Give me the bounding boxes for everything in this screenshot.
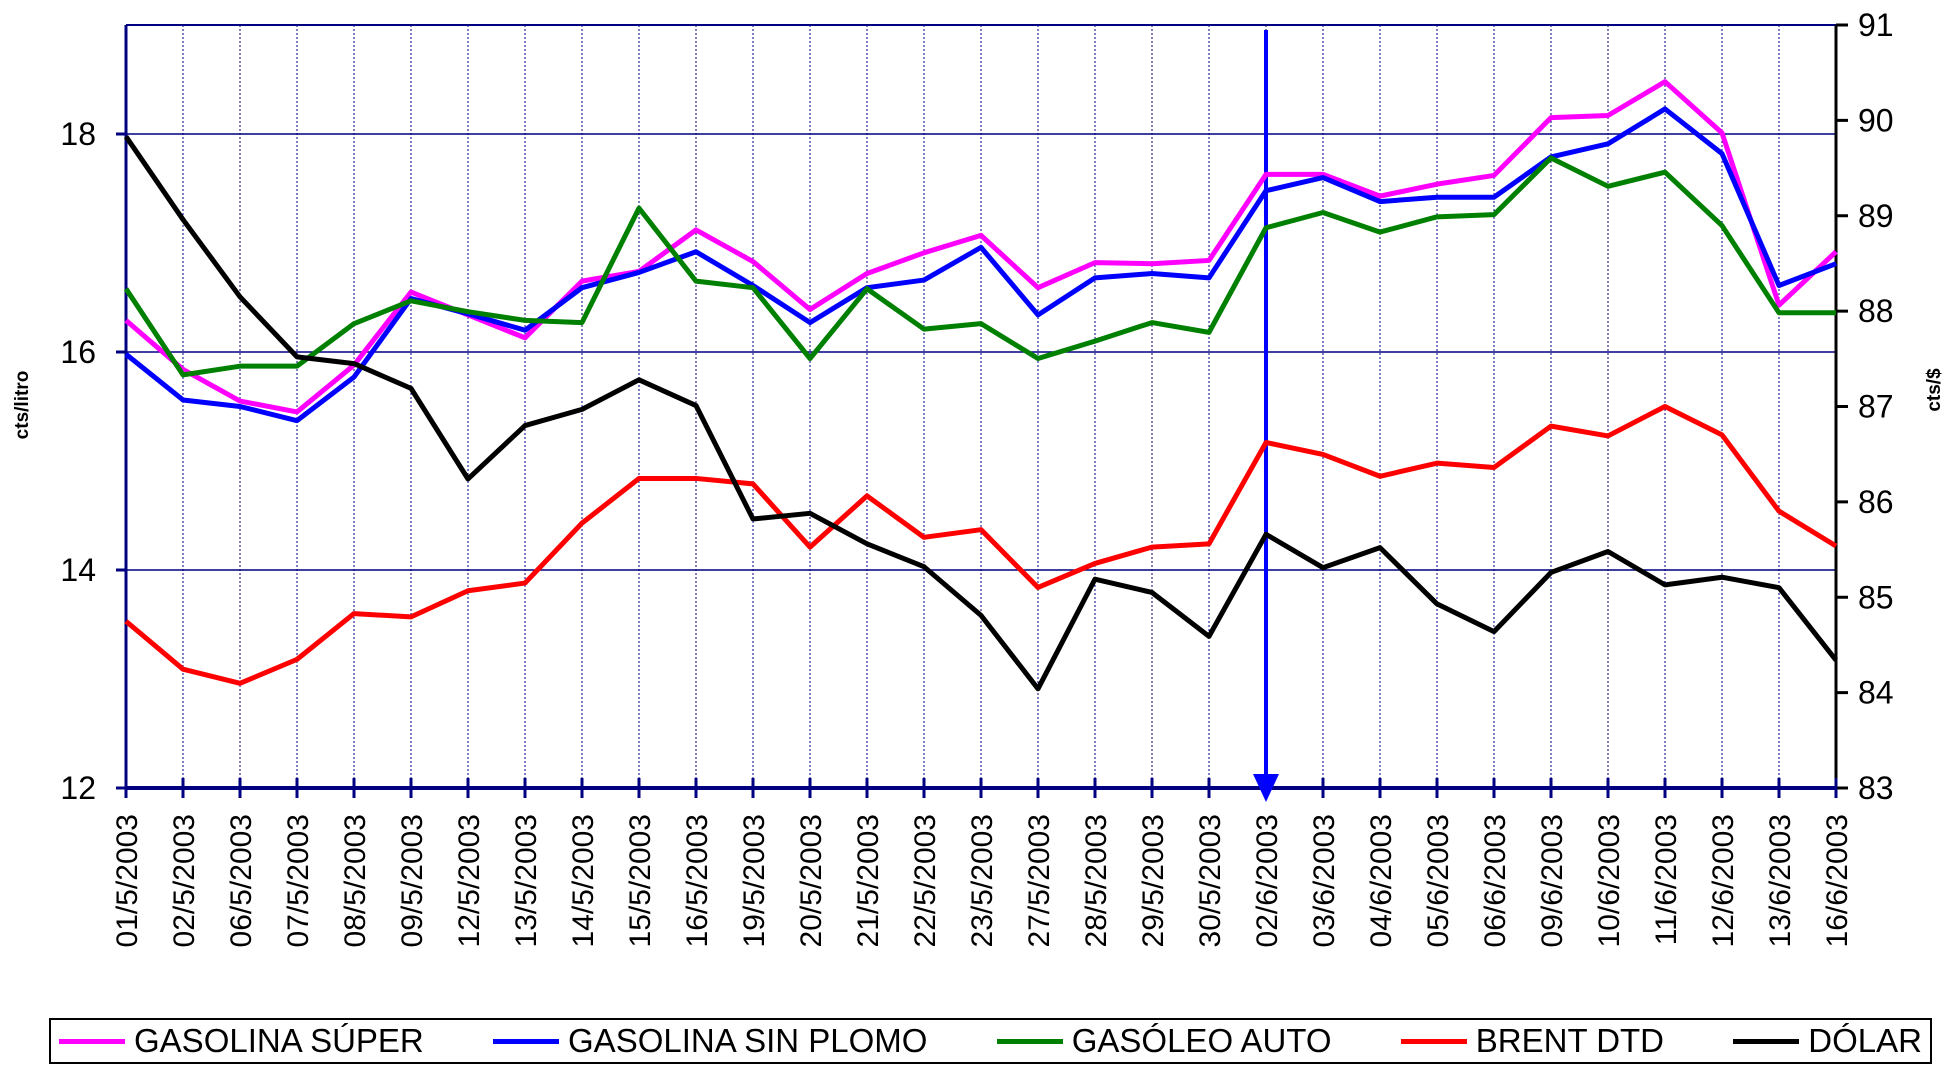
- y2-tick-label: 84: [1858, 675, 1894, 711]
- legend-swatch: [493, 1038, 560, 1044]
- legend-label: GASOLINA SÚPER: [134, 1022, 424, 1059]
- x-tick-label: 16/5/2003: [681, 814, 714, 947]
- x-tick-label: 11/6/2003: [1650, 814, 1683, 945]
- y-tick-label: 12: [60, 770, 96, 806]
- legend: GASOLINA SÚPER GASOLINA SIN PLOMO GASÓLEO …: [49, 1018, 1932, 1064]
- y2-tick-label: 86: [1858, 484, 1894, 520]
- series-line: [123, 135, 1838, 692]
- legend-label: BRENT DTD: [1475, 1022, 1665, 1059]
- legend-label: GASOLINA SIN PLOMO: [568, 1022, 928, 1059]
- legend-item: BRENT DTD: [1400, 1022, 1665, 1060]
- x-tick-label: 05/6/2003: [1422, 814, 1455, 947]
- x-tick-label: 02/5/2003: [168, 814, 201, 947]
- legend-swatch: [59, 1038, 125, 1044]
- x-tick-label: 27/5/2003: [1023, 814, 1056, 947]
- x-tick-label: 03/6/2003: [1308, 814, 1341, 947]
- y2-tick-label: 87: [1858, 389, 1894, 425]
- y2-tick-label: 88: [1858, 293, 1894, 329]
- legend-item: DÓLAR: [1733, 1022, 1922, 1060]
- y2-tick-label: 89: [1858, 198, 1894, 234]
- x-tick-label: 07/5/2003: [282, 814, 315, 947]
- x-tick-label: 30/5/2003: [1194, 814, 1227, 947]
- x-tick-label: 15/5/2003: [624, 814, 657, 947]
- y2-tick-label: 90: [1858, 102, 1894, 138]
- x-tick-label: 13/5/2003: [510, 814, 543, 947]
- x-tick-label: 06/5/2003: [225, 814, 258, 947]
- x-tick-label: 20/5/2003: [795, 814, 828, 947]
- x-tick-label: 12/5/2003: [453, 814, 486, 947]
- y-tick-label: 14: [60, 552, 96, 588]
- legend-swatch: [1400, 1038, 1467, 1044]
- y2-tick-label: 91: [1858, 7, 1894, 43]
- x-tick-label: 09/5/2003: [396, 814, 429, 947]
- x-tick-label: 13/6/2003: [1764, 814, 1797, 947]
- series-line: [124, 79, 1838, 415]
- x-tick-label: 02/6/2003: [1251, 814, 1284, 947]
- x-tick-label: 16/6/2003: [1821, 814, 1854, 947]
- x-tick-label: 12/6/2003: [1707, 814, 1740, 947]
- marker-arrow: [1253, 774, 1279, 802]
- x-tick-label: 29/5/2003: [1137, 814, 1170, 947]
- x-tick-label: 23/5/2003: [966, 814, 999, 947]
- y2-axis-label: cts/$: [1924, 368, 1945, 412]
- series-line: [123, 155, 1836, 378]
- y-tick-label: 18: [60, 116, 96, 152]
- x-tick-label: 09/6/2003: [1536, 814, 1569, 947]
- x-tick-label: 19/5/2003: [738, 814, 771, 947]
- x-tick-label: 01/5/2003: [111, 814, 144, 947]
- x-tick-label: 21/5/2003: [852, 814, 885, 947]
- y2-tick-label: 85: [1858, 579, 1894, 615]
- x-tick-label: 06/6/2003: [1479, 814, 1512, 947]
- y2-tick-label: 83: [1858, 770, 1894, 806]
- series-line: [124, 404, 1838, 686]
- x-tick-label: 08/5/2003: [339, 814, 372, 947]
- legend-swatch: [996, 1038, 1063, 1044]
- x-tick-label: 04/6/2003: [1365, 814, 1398, 947]
- x-tick-label: 22/5/2003: [909, 814, 942, 947]
- legend-label: GASÓLEO AUTO: [1071, 1022, 1332, 1059]
- legend-label: DÓLAR: [1808, 1022, 1922, 1059]
- x-tick-label: 28/5/2003: [1080, 814, 1113, 947]
- legend-swatch: [1733, 1038, 1800, 1044]
- x-tick-label: 14/5/2003: [567, 814, 600, 947]
- x-tick-label: 10/6/2003: [1593, 814, 1626, 947]
- legend-item: GASOLINA SIN PLOMO: [493, 1022, 927, 1060]
- y-axis-label: cts/litro: [12, 371, 33, 440]
- legend-item: GASOLINA SÚPER: [59, 1022, 424, 1060]
- legend-item: GASÓLEO AUTO: [996, 1022, 1332, 1060]
- chart: cts/litro cts/$ 12 14 16 18 83 84 85 86 87 88 89 90…: [12, 7, 1945, 947]
- y-tick-label: 16: [60, 334, 96, 370]
